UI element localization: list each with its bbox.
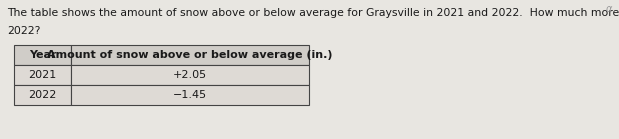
Bar [14, 45, 71, 65]
Text: The table shows the amount of snow above or below average for Graysville in 2021: The table shows the amount of snow above… [7, 8, 619, 18]
Text: Amount of snow above or below average (in.): Amount of snow above or below average (i… [47, 50, 333, 60]
Bar [71, 65, 309, 85]
Text: Year: Year [28, 50, 56, 60]
Text: −1.45: −1.45 [173, 90, 207, 100]
Bar [71, 45, 309, 65]
Text: 2021: 2021 [28, 70, 56, 80]
Bar [14, 65, 71, 85]
Bar [71, 85, 309, 105]
Bar [14, 85, 71, 105]
Text: 2022: 2022 [28, 90, 57, 100]
Text: α: α [605, 4, 612, 14]
Text: +2.05: +2.05 [173, 70, 207, 80]
Text: 2022?: 2022? [7, 26, 40, 36]
